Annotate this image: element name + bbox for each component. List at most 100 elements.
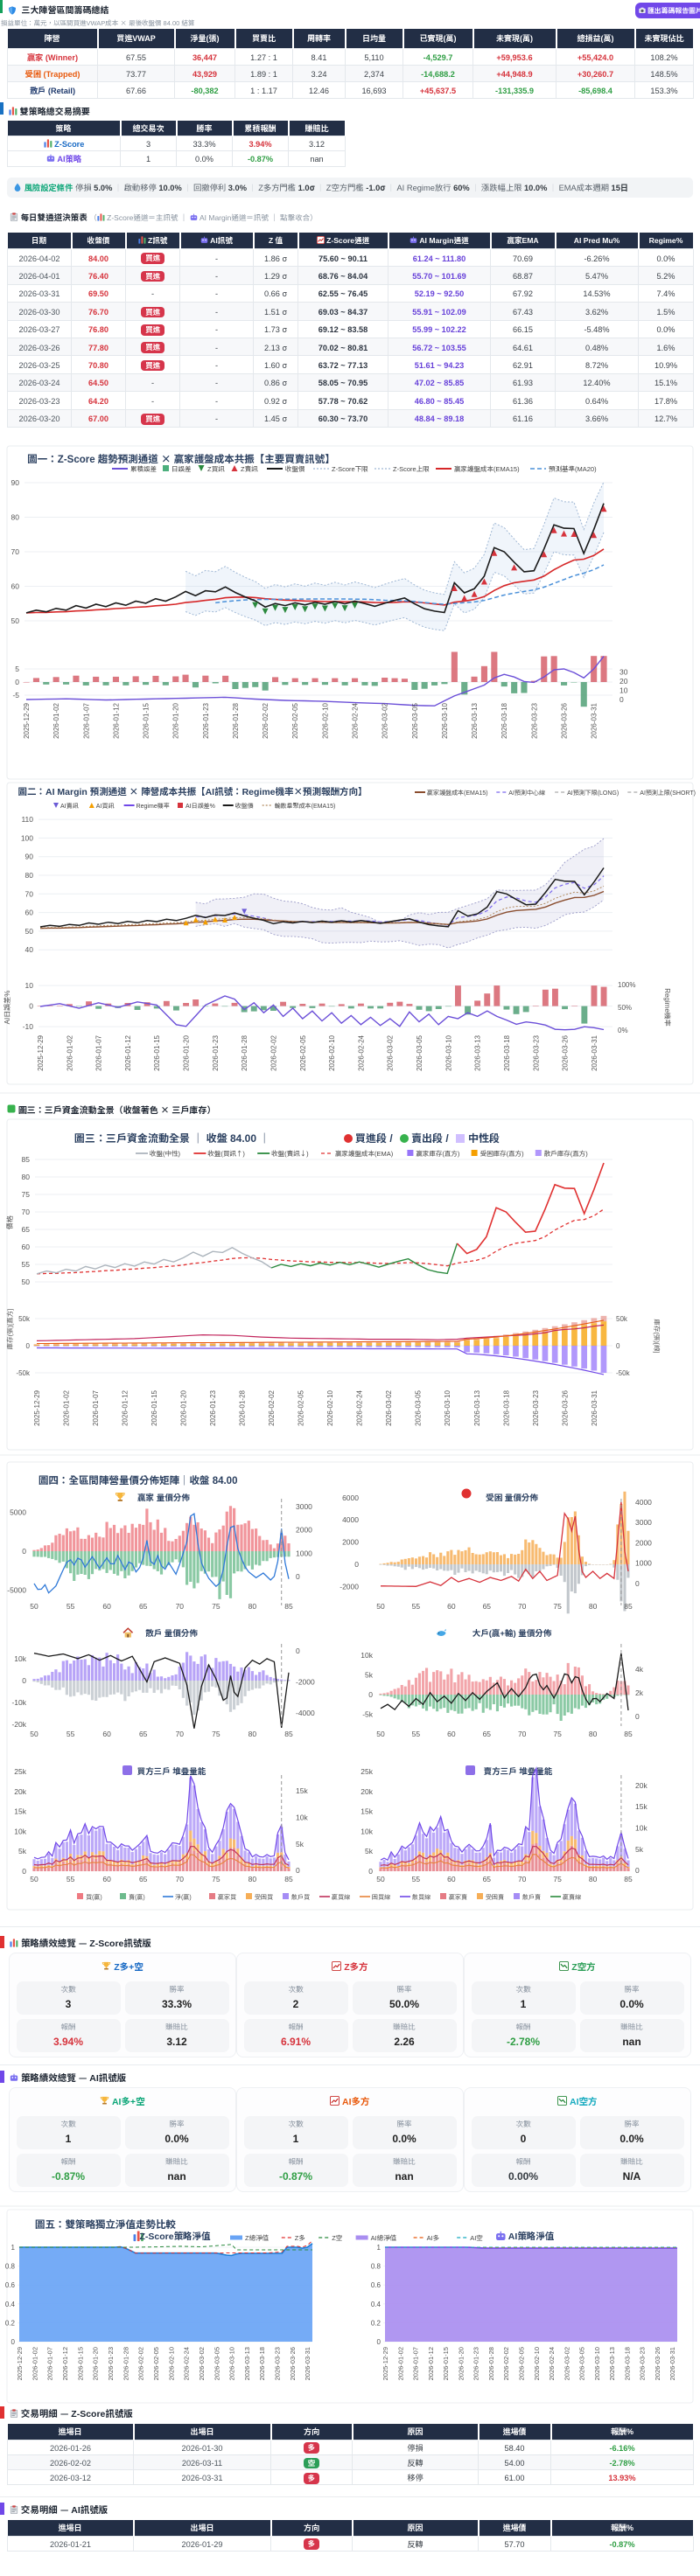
- svg-text:60: 60: [447, 1874, 456, 1884]
- svg-text:0: 0: [29, 1001, 33, 1012]
- svg-text:贏家護盤成本(EMA15): 贏家護盤成本(EMA15): [454, 464, 520, 474]
- svg-text:-20k: -20k: [11, 1719, 26, 1730]
- svg-text:2026-01-20: 2026-01-20: [179, 1389, 189, 1425]
- svg-text:圖一：Z-Score 趨勢預測通道 × 贏家護盤成本共振【主: 圖一：Z-Score 趨勢預測通道 × 贏家護盤成本共振【主要買賣訊號】: [27, 452, 334, 466]
- svg-text:70: 70: [176, 1601, 185, 1612]
- svg-text:20: 20: [620, 676, 628, 686]
- svg-text:2026-01-15: 2026-01-15: [152, 1034, 162, 1070]
- svg-text:70: 70: [518, 1874, 527, 1884]
- svg-text:40: 40: [25, 944, 34, 955]
- svg-text:2026-03-13: 2026-03-13: [242, 2347, 252, 2380]
- svg-text:圖四：全區間陣營量價分佈矩陣｜收盤 84.00: 圖四：全區間陣營量價分佈矩陣｜收盤 84.00: [38, 1473, 237, 1487]
- svg-text:-10: -10: [23, 1021, 34, 1032]
- svg-text:2026-01-23: 2026-01-23: [211, 1034, 220, 1070]
- svg-text:贏家庫存(直方): 贏家庫存(直方): [416, 1149, 459, 1159]
- svg-text:75: 75: [212, 1601, 220, 1612]
- svg-text:AI策略淨值: AI策略淨值: [508, 2230, 555, 2243]
- svg-text:2k: 2k: [635, 1688, 644, 1698]
- svg-text:中性段: 中性段: [468, 1131, 500, 1145]
- svg-text:2025-12-29: 2025-12-29: [32, 1389, 42, 1425]
- svg-text:Z總淨值: Z總淨值: [245, 2233, 270, 2243]
- svg-text:Z多: Z多: [295, 2233, 306, 2243]
- svg-text:60: 60: [102, 1874, 111, 1884]
- svg-text:買(贏): 買(贏): [86, 1893, 102, 1902]
- svg-text:AI預測上限(SHORT): AI預測上限(SHORT): [640, 789, 696, 797]
- svg-text:受困 量價分佈: 受困 量價分佈: [486, 1491, 538, 1503]
- svg-text:0.4: 0.4: [5, 2300, 16, 2309]
- svg-text:0: 0: [368, 1866, 373, 1876]
- svg-text:75: 75: [22, 1189, 31, 1200]
- svg-text:買進段 /: 買進段 /: [355, 1131, 393, 1145]
- svg-text:0: 0: [26, 1341, 31, 1351]
- svg-text:2026-03-10: 2026-03-10: [444, 1034, 453, 1070]
- svg-text:2026-03-10: 2026-03-10: [440, 702, 450, 738]
- svg-text:2026-01-15: 2026-01-15: [441, 2347, 451, 2380]
- svg-text:60: 60: [25, 908, 34, 918]
- svg-text:2000: 2000: [342, 1537, 359, 1548]
- svg-text:50%: 50%: [618, 1003, 632, 1013]
- svg-text:70: 70: [176, 1874, 185, 1884]
- svg-text:圖三：三戶資金流動全景 ｜ 收盤 84.00 ｜: 圖三：三戶資金流動全景 ｜ 收盤 84.00 ｜: [74, 1131, 270, 1145]
- svg-text:85: 85: [624, 1874, 633, 1884]
- svg-text:散戶賣: 散戶賣: [522, 1893, 541, 1902]
- svg-text:0.8: 0.8: [371, 2262, 382, 2272]
- svg-text:90: 90: [25, 852, 34, 862]
- svg-text:60: 60: [11, 581, 20, 592]
- svg-text:贏賣線: 贏賣線: [563, 1893, 582, 1902]
- svg-text:60: 60: [447, 1601, 456, 1612]
- svg-text:散戶買: 散戶買: [291, 1893, 311, 1902]
- svg-text:2026-01-12: 2026-01-12: [123, 1034, 133, 1070]
- svg-text:散戶庫存(直方): 散戶庫存(直方): [544, 1149, 588, 1159]
- svg-text:20k: 20k: [14, 1786, 26, 1797]
- svg-text:2026-01-02: 2026-01-02: [65, 1034, 74, 1070]
- svg-text:Regime機率: Regime機率: [662, 988, 672, 1027]
- svg-text:10k: 10k: [635, 1823, 648, 1834]
- svg-text:贏家賣: 贏家賣: [449, 1893, 467, 1902]
- svg-text:2026-01-23: 2026-01-23: [472, 2347, 481, 2380]
- svg-text:3000: 3000: [296, 1501, 312, 1512]
- svg-text:0.6: 0.6: [5, 2280, 16, 2290]
- svg-text:2026-03-05: 2026-03-05: [212, 2347, 221, 2380]
- svg-text:85: 85: [284, 1601, 293, 1612]
- svg-text:2000: 2000: [635, 1537, 652, 1548]
- svg-text:5: 5: [15, 664, 19, 674]
- svg-text:贏家護盤成本(EMA15): 贏家護盤成本(EMA15): [427, 789, 488, 797]
- svg-text:50: 50: [25, 926, 34, 936]
- svg-text:85: 85: [624, 1601, 633, 1612]
- svg-text:4000: 4000: [342, 1514, 359, 1525]
- svg-text:2026-03-26: 2026-03-26: [561, 1034, 570, 1070]
- svg-text:賣(贏): 賣(贏): [129, 1893, 145, 1902]
- svg-text:15k: 15k: [360, 1807, 373, 1817]
- svg-text:2026-01-07: 2026-01-07: [46, 2347, 55, 2380]
- svg-text:-2000: -2000: [296, 1677, 315, 1688]
- svg-text:2026-01-20: 2026-01-20: [91, 2347, 101, 2380]
- svg-text:2026-02-02: 2026-02-02: [136, 2347, 146, 2380]
- svg-text:2026-02-24: 2026-02-24: [182, 2347, 192, 2380]
- svg-text:2026-01-23: 2026-01-23: [208, 1389, 218, 1425]
- svg-text:買方三戶 堆疊量能: 買方三戶 堆疊量能: [137, 1765, 206, 1777]
- svg-text:2026-03-31: 2026-03-31: [590, 702, 599, 738]
- svg-text:10k: 10k: [296, 1813, 308, 1823]
- svg-text:5k: 5k: [365, 1846, 374, 1856]
- svg-text:2026-03-31: 2026-03-31: [590, 1389, 599, 1425]
- svg-text:0: 0: [620, 694, 624, 705]
- svg-text:110: 110: [21, 814, 33, 825]
- svg-text:AI總淨值: AI總淨值: [371, 2233, 397, 2243]
- svg-text:55: 55: [412, 1729, 421, 1739]
- svg-text:預測基準(MA20): 預測基準(MA20): [549, 464, 597, 474]
- svg-text:75: 75: [212, 1729, 220, 1739]
- svg-text:2026-03-02: 2026-03-02: [386, 1034, 396, 1070]
- svg-text:50: 50: [376, 1601, 385, 1612]
- svg-text:2026-03-18: 2026-03-18: [500, 702, 509, 738]
- svg-text:2026-01-28: 2026-01-28: [231, 702, 241, 738]
- svg-text:2026-03-02: 2026-03-02: [381, 702, 390, 738]
- svg-text:輸散羣聚成本(EMA15): 輸散羣聚成本(EMA15): [275, 802, 336, 811]
- svg-text:20k: 20k: [635, 1780, 648, 1791]
- svg-text:收盤價: 收盤價: [235, 802, 254, 811]
- svg-text:2026-03-23: 2026-03-23: [529, 702, 539, 738]
- svg-text:2026-02-05: 2026-02-05: [297, 1389, 306, 1425]
- svg-text:55: 55: [412, 1874, 421, 1884]
- svg-text:圖二：AI Margin 預測通道 × 陣營成本共振【AI訊: 圖二：AI Margin 預測通道 × 陣營成本共振【AI訊號：Regime機率…: [18, 785, 367, 798]
- svg-text:Z空: Z空: [332, 2233, 343, 2243]
- svg-text:80: 80: [589, 1729, 598, 1739]
